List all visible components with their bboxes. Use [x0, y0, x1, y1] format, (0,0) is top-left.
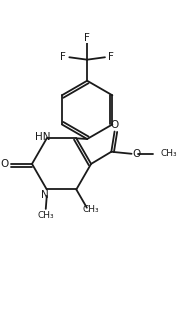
Text: O: O: [0, 159, 9, 169]
Text: F: F: [108, 52, 114, 62]
Text: F: F: [60, 52, 66, 62]
Text: F: F: [84, 33, 90, 43]
Text: N: N: [41, 190, 49, 200]
Text: O: O: [133, 149, 141, 159]
Text: CH₃: CH₃: [161, 149, 177, 158]
Text: O: O: [110, 120, 119, 130]
Text: CH₃: CH₃: [37, 211, 54, 220]
Text: HN: HN: [35, 132, 50, 141]
Text: CH₃: CH₃: [83, 205, 99, 214]
